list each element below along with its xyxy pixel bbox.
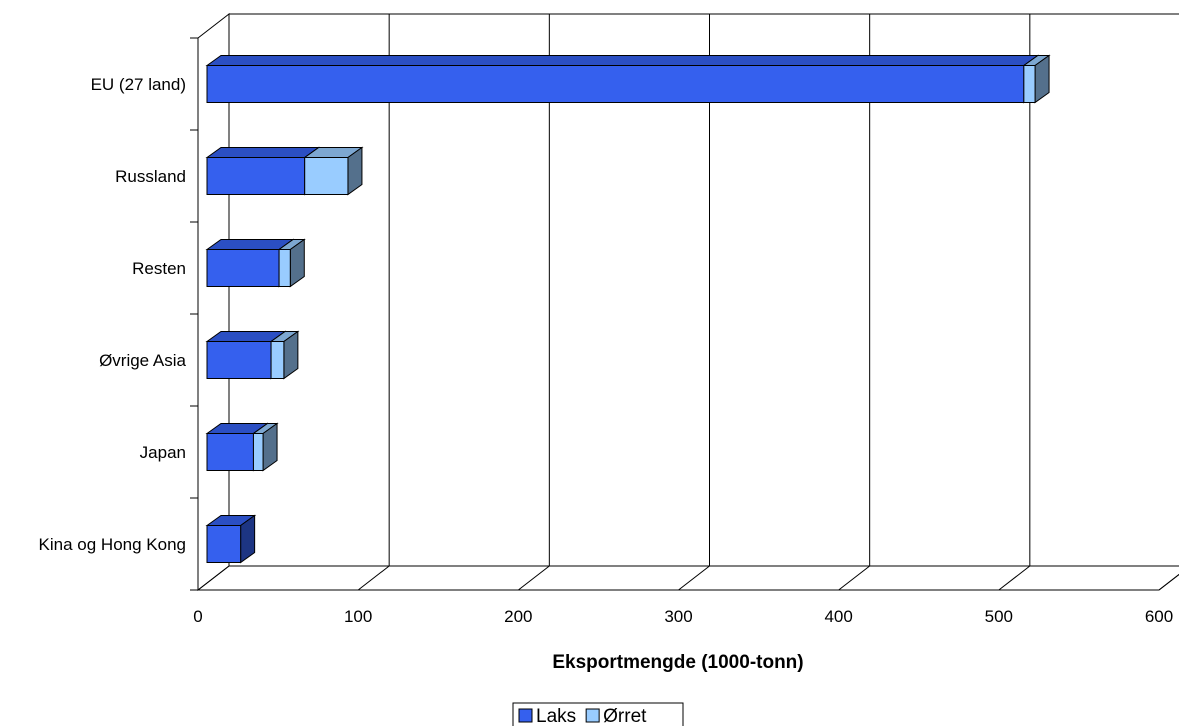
x-tick-label: 600 xyxy=(1145,607,1173,626)
legend-swatch-ørret xyxy=(585,708,600,723)
legend-label-ørret: Ørret xyxy=(603,706,647,726)
bar-ørret xyxy=(252,433,264,471)
bar-top-laks xyxy=(205,147,321,158)
x-tick-label: 200 xyxy=(504,607,532,626)
x-tick-label: 0 xyxy=(193,607,202,626)
category-label: Øvrige Asia xyxy=(99,351,186,370)
x-tick-label: 300 xyxy=(664,607,692,626)
bars xyxy=(205,54,1051,564)
category-label: Japan xyxy=(140,443,186,462)
floor-gridline xyxy=(678,565,710,591)
gridlines xyxy=(197,14,1179,591)
bar-ørret xyxy=(270,341,285,379)
bar-laks xyxy=(206,433,254,471)
bar-top-laks xyxy=(205,55,1040,66)
bar-laks xyxy=(206,157,306,195)
x-tick-label: 100 xyxy=(344,607,372,626)
floor-gridline xyxy=(998,565,1031,591)
x-tick-labels: 0 100 200 300 400 500 600 xyxy=(193,607,1173,626)
category-label: Kina og Hong Kong xyxy=(39,535,186,554)
x-tick-label: 400 xyxy=(824,607,852,626)
floor-gridline xyxy=(197,565,230,591)
axes xyxy=(190,37,199,591)
x-axis-title: Eksportmengde (1000-tonn) xyxy=(552,652,803,673)
legend-label-laks: Laks xyxy=(536,706,576,726)
bar-ørret xyxy=(278,249,291,287)
floor-gridline xyxy=(518,565,550,591)
legend-swatch-laks xyxy=(518,708,533,723)
x-tick-label: 500 xyxy=(985,607,1013,626)
legend: Laks Ørret xyxy=(512,702,684,726)
category-labels: EU (27 land) Russland Resten Øvrige Asia Jap… xyxy=(39,75,187,554)
bar-ørret xyxy=(1023,65,1036,103)
category-label: EU (27 land) xyxy=(91,75,186,94)
floor-gridline xyxy=(838,565,870,591)
bar-laks xyxy=(206,249,280,287)
category-label: Resten xyxy=(132,259,186,278)
bar-laks xyxy=(206,341,272,379)
floor-gridline xyxy=(1158,573,1179,591)
category-label: Russland xyxy=(115,167,186,186)
bar-laks xyxy=(206,65,1025,103)
bar-top-laks xyxy=(205,239,295,250)
bar-laks xyxy=(206,525,242,563)
floor-gridline xyxy=(357,565,390,591)
bar-ørret xyxy=(304,157,349,195)
floor-edge xyxy=(198,573,1179,591)
